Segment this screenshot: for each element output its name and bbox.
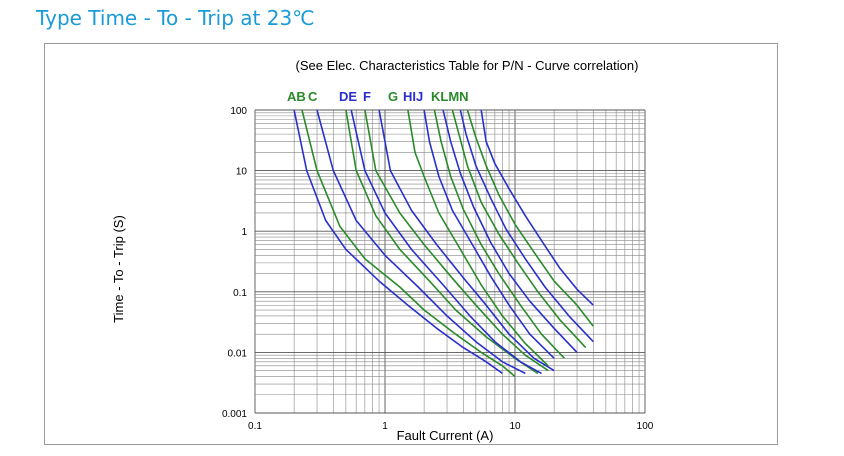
- trip-curve-13: [459, 109, 594, 343]
- trip-curve-10: [433, 109, 565, 359]
- tick-labels: 0.1 1 10 100 100 10 1 0.1 0.01 0.001: [222, 106, 654, 432]
- chart-annotation: (See Elec. Characteristics Table for P/N…: [296, 58, 639, 73]
- trip-curve-6: [364, 109, 549, 372]
- curve-label: HIJ: [403, 89, 423, 104]
- curve-label: AB: [287, 89, 306, 104]
- trip-curve-15: [480, 109, 594, 306]
- x-tick-label: 0.1: [248, 421, 262, 432]
- trip-curve-14: [466, 109, 594, 327]
- y-tick-label: 10: [236, 167, 248, 178]
- trip-curve-7: [378, 109, 555, 372]
- trip-curve-5: [350, 109, 542, 375]
- trip-curve-8: [407, 109, 549, 367]
- curve-labels: AB C DE F G HIJ KLMN: [287, 89, 469, 104]
- trip-curve-11: [442, 109, 578, 353]
- trip-curve-3: [316, 109, 526, 375]
- y-tick-label: 0.001: [222, 409, 247, 420]
- trip-curve-1: [293, 109, 503, 375]
- curve-label: C: [308, 89, 318, 104]
- y-tick-label: 1: [241, 227, 247, 238]
- chart-frame: (See Elec. Characteristics Table for P/N…: [44, 43, 778, 445]
- trip-curve-chart: (See Elec. Characteristics Table for P/N…: [111, 58, 654, 443]
- curve-label: KLMN: [431, 89, 469, 104]
- x-tick-label: 100: [637, 421, 654, 432]
- trip-curve-2: [301, 109, 516, 378]
- y-tick-label: 0.1: [233, 288, 247, 299]
- curve-label: DE: [339, 89, 357, 104]
- y-tick-label: 100: [230, 106, 247, 117]
- y-tick-label: 0.01: [228, 348, 248, 359]
- trip-curves: [293, 109, 594, 378]
- x-tick-label: 10: [509, 421, 521, 432]
- trip-curve-4: [345, 109, 539, 375]
- trip-curve-9: [423, 109, 555, 359]
- page-title: Type Time - To - Trip at 23℃: [36, 6, 315, 30]
- trip-curve-12: [451, 109, 587, 349]
- curve-label: G: [388, 89, 398, 104]
- x-tick-label: 1: [382, 421, 388, 432]
- curve-label: F: [363, 89, 371, 104]
- y-axis-label: Time - To - Trip (S): [111, 215, 126, 323]
- x-axis-label: Fault Current (A): [397, 428, 494, 443]
